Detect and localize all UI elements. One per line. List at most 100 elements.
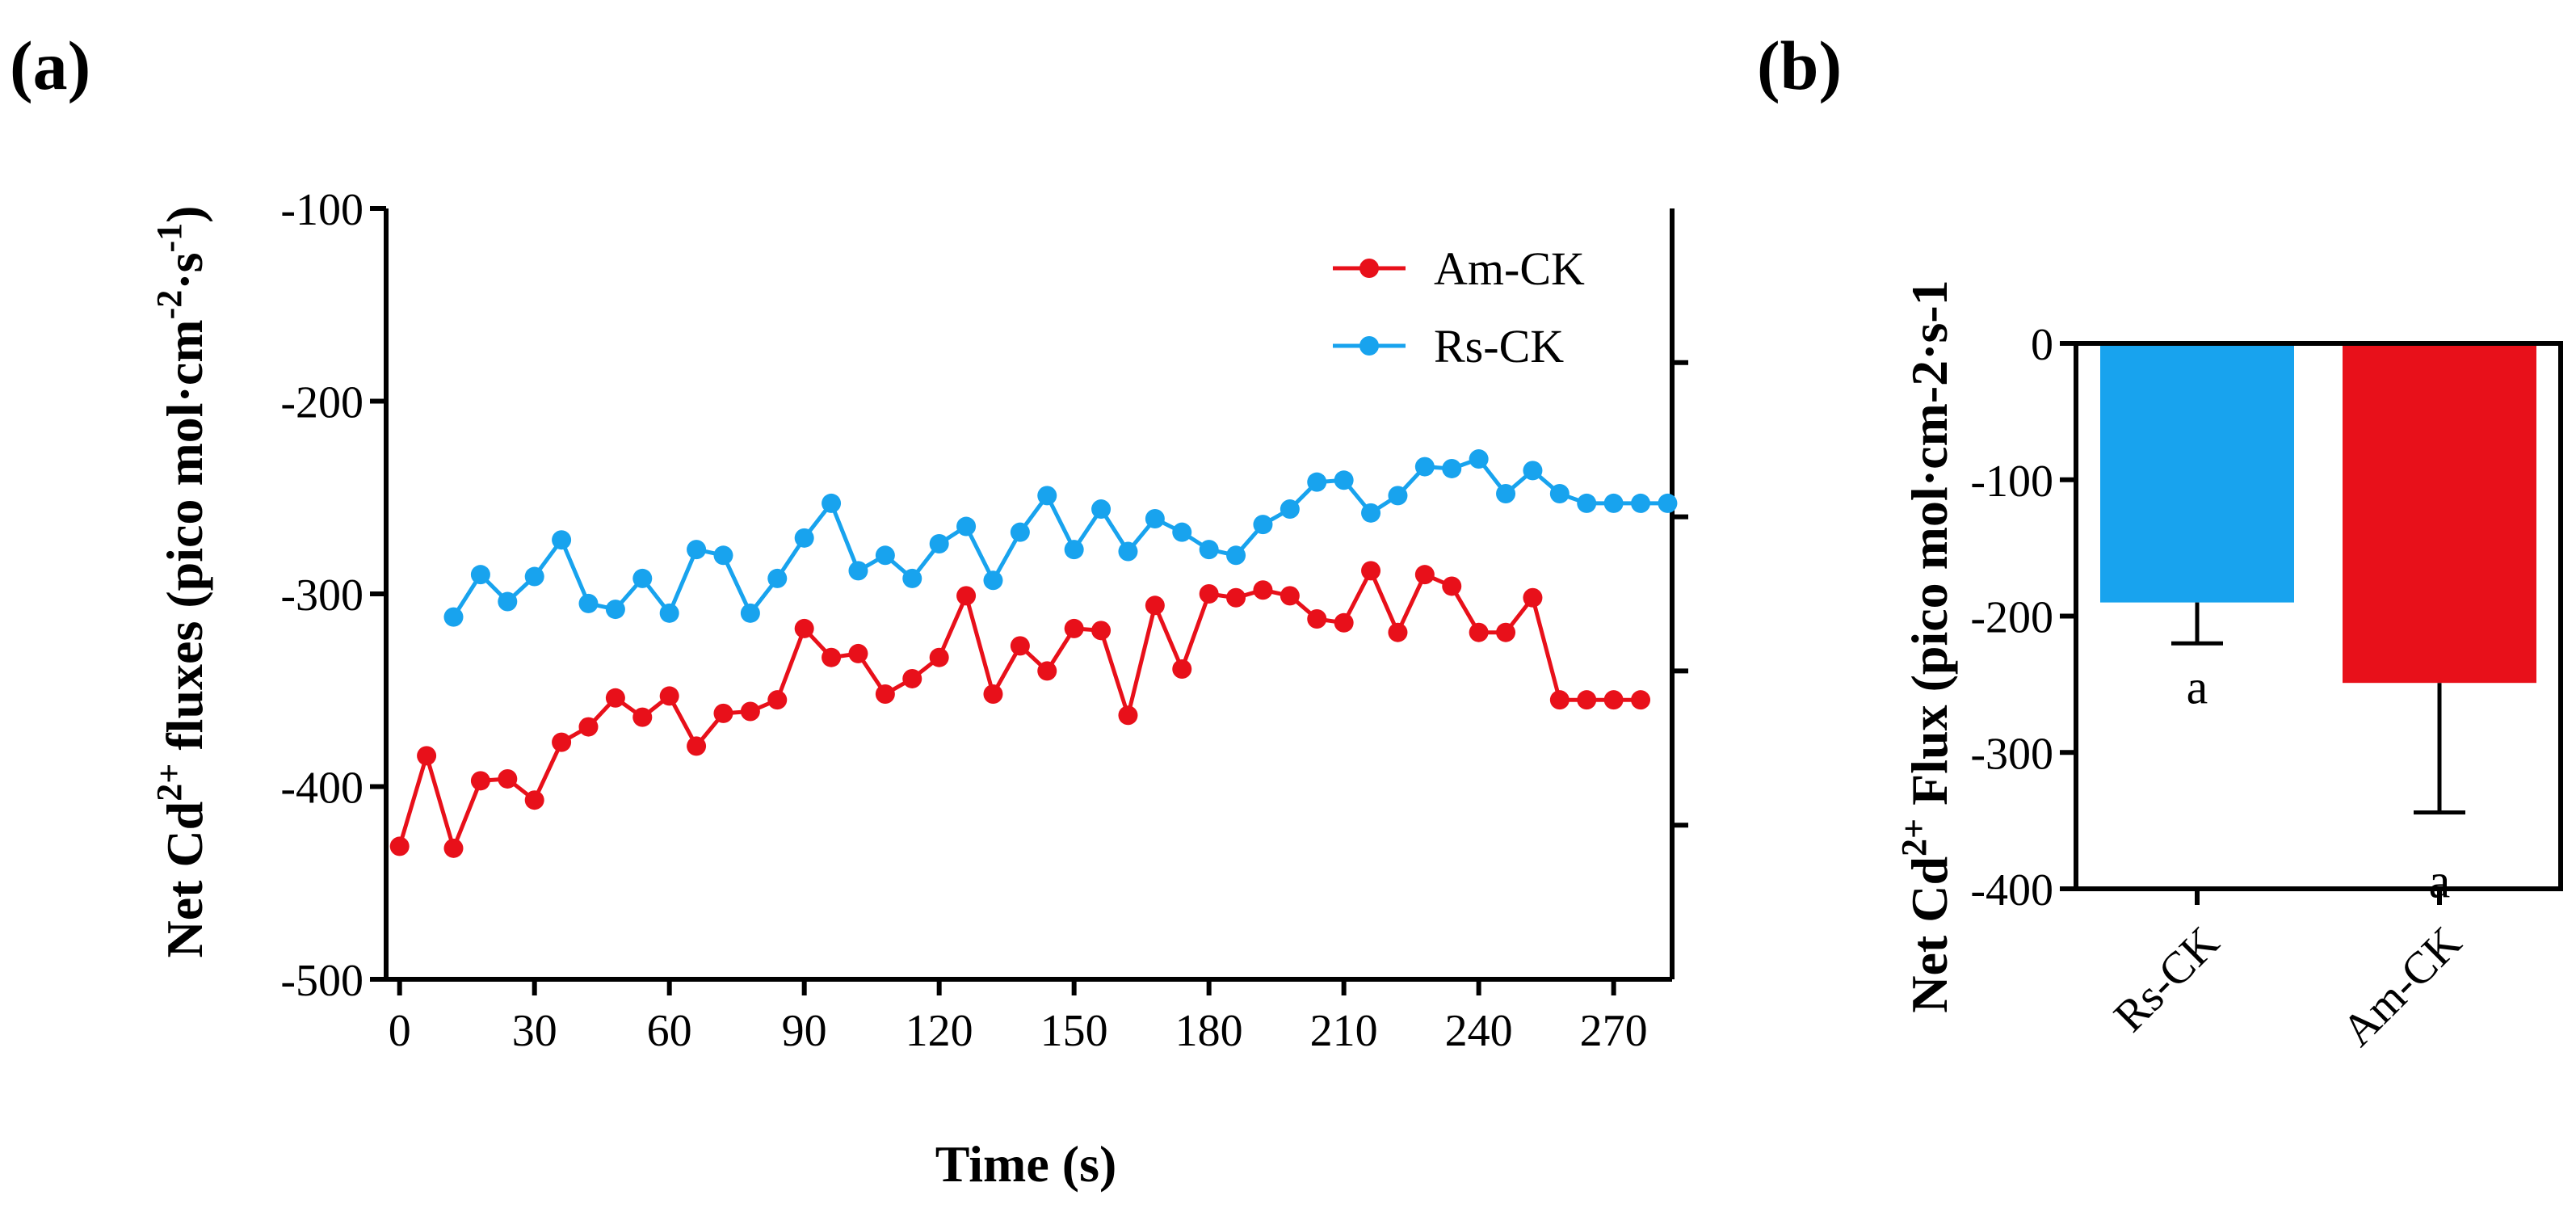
significance-letter-rs-ck: a [2187, 661, 2208, 714]
y-title-b-prefix: Net Cd [1901, 856, 1958, 1013]
y-title-a-mid: fluxes (pico mol·cm [156, 319, 213, 763]
data-point-am-ck [929, 647, 949, 667]
data-point-rs-ck [1280, 499, 1300, 520]
data-point-am-ck [1091, 621, 1112, 641]
data-point-rs-ck [1469, 449, 1489, 469]
x-tick-label-b: Rs-CK [2104, 917, 2229, 1042]
data-point-am-ck [389, 836, 410, 856]
y-tick-label-a: -100 [280, 185, 363, 235]
data-point-rs-ck [1226, 545, 1246, 566]
data-point-am-ck [848, 643, 868, 663]
data-point-am-ck [1064, 618, 1084, 638]
y-tick-label-b: -100 [1970, 457, 2053, 507]
data-point-rs-ck [1523, 461, 1543, 481]
y-tick-label-a: -300 [280, 570, 363, 621]
data-point-am-ck [1361, 561, 1381, 581]
data-point-rs-ck [1549, 483, 1570, 503]
data-point-am-ck [822, 647, 842, 667]
data-point-rs-ck [552, 530, 572, 550]
bar-chart-b: aa 0 -100 -200 -300 -400 Rs-CK Am-CK Net Cd2+ … [1894, 280, 2563, 1056]
data-point-rs-ck [740, 603, 760, 623]
data-point-am-ck [1118, 705, 1138, 726]
data-point-rs-ck [1064, 540, 1084, 560]
data-point-am-ck [552, 732, 572, 752]
x-axis-a: 0 30 60 90 120 150 180 210 240 270 [386, 977, 1672, 1056]
data-point-am-ck [740, 701, 760, 722]
data-point-am-ck [1334, 612, 1354, 633]
panel-label-a: (a) [10, 27, 90, 104]
data-point-am-ck [1414, 565, 1435, 585]
y-axis-title-b: Net Cd2+ Flux (pico mol·cm-2·s-1 [1894, 280, 1958, 1012]
legend-a: Am-CK Rs-CK [1333, 242, 1585, 372]
data-point-am-ck [470, 771, 490, 791]
x-tick-label-a: 240 [1445, 1006, 1513, 1056]
data-point-rs-ck [443, 607, 464, 627]
y-tick-label-b: -200 [1970, 593, 2053, 643]
data-point-am-ck [875, 684, 895, 705]
data-point-rs-ck [1091, 499, 1112, 520]
data-point-rs-ck [578, 593, 599, 613]
data-point-am-ck [1037, 661, 1057, 681]
y-axis-a: -100 -200 -300 -400 -500 [280, 185, 389, 1006]
data-point-am-ck [578, 717, 599, 737]
data-point-rs-ck [822, 493, 842, 513]
data-point-rs-ck [1658, 493, 1678, 513]
data-point-rs-ck [1334, 470, 1354, 490]
data-point-am-ck [1469, 622, 1489, 642]
data-point-rs-ck [1253, 515, 1273, 535]
y-axis-title-a: Net Cd2+ fluxes (pico mol·cm-2·s-1) [149, 206, 213, 958]
data-point-rs-ck [1199, 540, 1219, 560]
y-title-b-sup1: 2+ [1894, 819, 1934, 856]
data-point-am-ck [902, 668, 922, 688]
data-point-rs-ck [1010, 522, 1030, 542]
data-point-rs-ck [1577, 493, 1597, 513]
y-tick-label-a: -200 [280, 378, 363, 428]
data-point-rs-ck [1118, 541, 1138, 562]
data-point-am-ck [1631, 690, 1651, 710]
data-point-rs-ck [605, 600, 625, 620]
y-tick-label-b: 0 [2031, 320, 2053, 370]
y-title-a-mid2: ·s [156, 252, 213, 289]
data-point-am-ck [1388, 622, 1408, 642]
data-point-rs-ck [956, 516, 977, 537]
legend-marker-rs-ck [1359, 336, 1379, 356]
data-point-am-ck [1280, 586, 1300, 606]
data-point-rs-ck [687, 540, 707, 560]
data-point-am-ck [1442, 576, 1462, 596]
data-point-rs-ck [794, 528, 814, 548]
data-point-rs-ck [767, 568, 788, 588]
data-point-am-ck [956, 586, 977, 606]
bars-group-b: aa [2100, 343, 2536, 908]
data-point-am-ck [983, 684, 1003, 705]
bar-rs-ck [2100, 343, 2294, 603]
data-point-am-ck [1145, 595, 1165, 616]
data-point-am-ck [794, 618, 814, 638]
x-tick-label-b: Am-CK [2333, 917, 2471, 1055]
data-point-am-ck [687, 736, 707, 756]
data-point-am-ck [1199, 584, 1219, 604]
x-tick-label-a: 270 [1580, 1006, 1648, 1056]
data-point-am-ck [1307, 609, 1327, 629]
y-title-a-sup1: 2+ [149, 764, 189, 802]
data-point-rs-ck [1037, 486, 1057, 506]
data-point-am-ck [417, 746, 437, 766]
x-tick-label-a: 150 [1040, 1006, 1108, 1056]
data-point-am-ck [1226, 587, 1246, 608]
bar-am-ck [2343, 343, 2536, 684]
data-point-rs-ck [929, 533, 949, 553]
data-point-rs-ck [1631, 493, 1651, 513]
data-point-am-ck [1010, 636, 1030, 656]
data-point-rs-ck [1388, 486, 1408, 506]
data-point-am-ck [524, 790, 544, 810]
y-title-a-sup2: -2 [149, 290, 189, 320]
data-point-rs-ck [1307, 472, 1327, 492]
data-point-am-ck [1549, 690, 1570, 710]
x-tick-label-a: 210 [1310, 1006, 1378, 1056]
data-point-rs-ck [1603, 493, 1624, 513]
data-point-am-ck [1523, 587, 1543, 608]
data-point-rs-ck [983, 570, 1003, 591]
legend-item-am-ck: Am-CK [1333, 242, 1585, 295]
data-point-rs-ck [1145, 508, 1165, 528]
legend-label-rs-ck: Rs-CK [1434, 320, 1564, 372]
